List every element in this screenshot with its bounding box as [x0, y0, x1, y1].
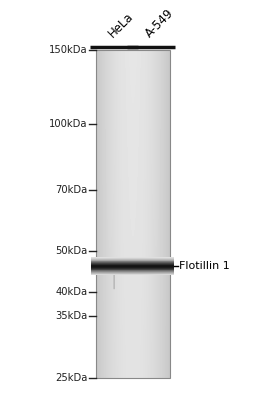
Bar: [128, 261, 173, 262]
Text: Flotillin 1: Flotillin 1: [178, 261, 229, 271]
Bar: [128, 269, 173, 270]
Bar: [91, 264, 137, 265]
Bar: [128, 273, 173, 274]
Bar: [91, 263, 137, 264]
Bar: [91, 274, 137, 275]
Text: 35kDa: 35kDa: [55, 312, 87, 322]
Bar: [128, 260, 173, 261]
Text: 70kDa: 70kDa: [55, 184, 87, 194]
Bar: [128, 262, 173, 263]
Bar: [128, 272, 173, 273]
Bar: [128, 266, 173, 267]
Bar: [91, 261, 137, 262]
Bar: [91, 265, 137, 266]
Bar: [128, 263, 173, 264]
Bar: [91, 272, 137, 273]
Bar: [128, 258, 173, 259]
Bar: [128, 273, 173, 274]
Bar: [91, 273, 137, 274]
Bar: [91, 267, 137, 268]
Text: 50kDa: 50kDa: [55, 246, 87, 256]
Bar: [91, 262, 137, 263]
Bar: [91, 262, 137, 263]
Bar: [91, 273, 137, 274]
Text: 25kDa: 25kDa: [55, 373, 87, 383]
Bar: [128, 272, 173, 273]
Bar: [91, 257, 137, 258]
Bar: [91, 258, 137, 259]
Text: HeLa: HeLa: [106, 10, 136, 40]
Text: 100kDa: 100kDa: [49, 119, 87, 129]
Bar: [128, 265, 173, 266]
Bar: [95, 50, 169, 378]
Bar: [91, 270, 137, 271]
Bar: [128, 261, 173, 262]
Bar: [91, 271, 137, 272]
Bar: [91, 266, 137, 267]
Text: A-549: A-549: [142, 6, 176, 40]
Bar: [128, 265, 173, 266]
Bar: [128, 264, 173, 265]
Bar: [128, 274, 173, 275]
Bar: [128, 267, 173, 268]
Bar: [91, 268, 137, 269]
Bar: [128, 258, 173, 259]
Bar: [128, 268, 173, 269]
Bar: [128, 271, 173, 272]
Bar: [128, 262, 173, 263]
Bar: [128, 257, 173, 258]
Bar: [91, 259, 137, 260]
Bar: [91, 261, 137, 262]
Bar: [91, 272, 137, 273]
Bar: [91, 269, 137, 270]
Bar: [91, 260, 137, 261]
Bar: [91, 269, 137, 270]
Bar: [128, 269, 173, 270]
Bar: [91, 268, 137, 269]
Bar: [128, 259, 173, 260]
Text: 40kDa: 40kDa: [55, 287, 87, 297]
Bar: [128, 268, 173, 269]
Bar: [128, 270, 173, 271]
Bar: [91, 265, 137, 266]
Bar: [91, 258, 137, 259]
Text: 150kDa: 150kDa: [49, 45, 87, 55]
